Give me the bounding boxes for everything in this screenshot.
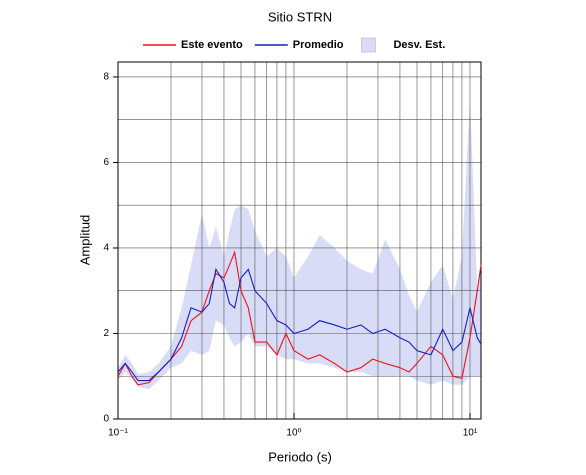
y-tick-label: 8 — [103, 72, 109, 83]
legend-label: Promedio — [293, 39, 344, 51]
legend-label: Desv. Est. — [393, 39, 445, 51]
plot-frame — [117, 61, 482, 420]
y-axis-label: Amplitud — [77, 215, 92, 266]
series-line — [117, 267, 482, 382]
x-tick-label: 10⁰ — [286, 428, 301, 439]
x-tick-label: 10¹ — [463, 428, 478, 439]
x-axis-label: Periodo (s) — [268, 449, 332, 464]
legend-swatch — [361, 37, 376, 53]
chart-title: Sitio STRN — [268, 9, 332, 24]
std-band — [118, 98, 481, 390]
legend-label: Este evento — [181, 39, 243, 51]
y-tick-label: 4 — [103, 243, 109, 254]
x-tick-label: 10⁻¹ — [108, 428, 128, 439]
y-tick-label: 6 — [103, 157, 109, 168]
series-line — [117, 250, 482, 386]
y-tick-label: 2 — [103, 328, 109, 339]
y-tick-label: 0 — [103, 414, 109, 425]
